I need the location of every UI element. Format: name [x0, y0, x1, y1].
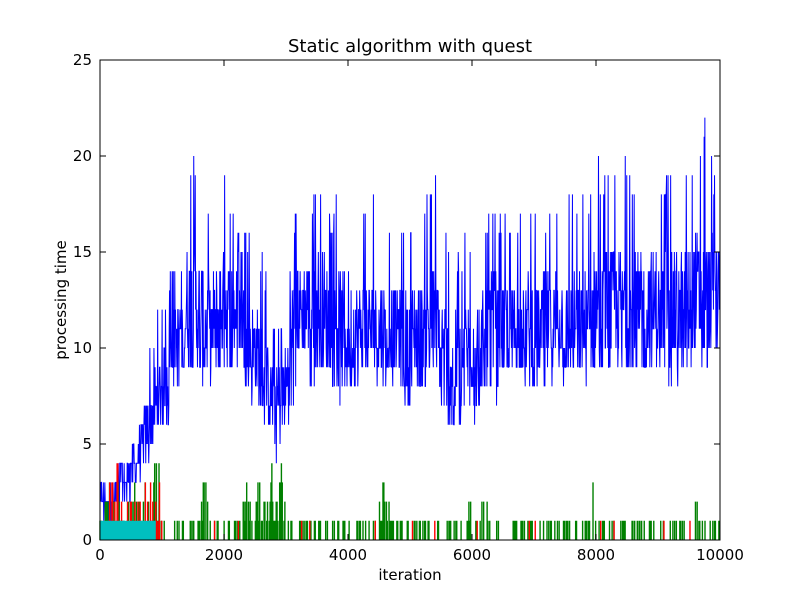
y-tick-label: 10	[73, 339, 92, 357]
x-axis-label: iteration	[378, 566, 441, 584]
y-tick-label: 0	[82, 531, 92, 549]
plot-area: 0 2000 4000 6000 8000 10000 0 5 10 15 20 25	[73, 51, 744, 564]
x-tick-label: 2000	[205, 546, 243, 564]
ticks-layer: 0 2000 4000 6000 8000 10000 0 5 10 15 20 25	[73, 51, 744, 564]
y-axis-label: processing time	[52, 240, 70, 360]
y-tick-label: 25	[73, 51, 92, 69]
x-tick-label: 10000	[696, 546, 744, 564]
y-tick-label: 15	[73, 243, 92, 261]
chart-title: Static algorithm with quest	[288, 36, 532, 57]
series-blue-line	[99, 117, 721, 521]
y-tick-label: 5	[82, 435, 92, 453]
series-layer	[99, 117, 721, 540]
x-tick-label: 0	[95, 546, 105, 564]
x-tick-label: 6000	[453, 546, 491, 564]
y-tick-label: 20	[73, 147, 92, 165]
series-cyan-block	[100, 520, 156, 540]
x-tick-label: 4000	[329, 546, 367, 564]
x-tick-label: 8000	[577, 546, 615, 564]
axes-frame	[99, 59, 721, 541]
